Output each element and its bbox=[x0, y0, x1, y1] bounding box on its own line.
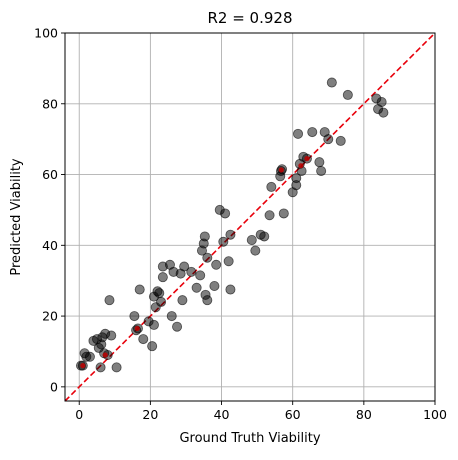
y-tick-label: 80 bbox=[42, 96, 58, 111]
data-point bbox=[376, 97, 387, 108]
grid-lines bbox=[65, 33, 435, 401]
data-point bbox=[157, 272, 168, 283]
data-point bbox=[106, 330, 117, 341]
data-point bbox=[148, 319, 159, 330]
data-point bbox=[134, 284, 145, 295]
data-point bbox=[104, 295, 115, 306]
data-point bbox=[250, 245, 261, 256]
data-point bbox=[264, 210, 275, 221]
data-point-overlap bbox=[102, 352, 108, 358]
data-point bbox=[95, 362, 106, 373]
data-point-overlap bbox=[134, 325, 140, 332]
data-point bbox=[378, 107, 389, 118]
data-point bbox=[266, 181, 277, 192]
data-point bbox=[223, 256, 234, 267]
y-tick-label: 0 bbox=[50, 379, 58, 394]
data-point bbox=[154, 288, 165, 299]
data-point bbox=[179, 261, 190, 272]
data-point bbox=[211, 259, 222, 270]
data-point bbox=[111, 362, 122, 373]
y-tick-label: 20 bbox=[42, 309, 58, 324]
data-point-overlap bbox=[80, 363, 86, 369]
data-point bbox=[202, 295, 213, 306]
x-tick-label: 60 bbox=[285, 407, 301, 422]
data-point bbox=[293, 128, 304, 139]
data-point bbox=[326, 77, 337, 88]
data-point bbox=[220, 208, 231, 219]
data-point bbox=[166, 311, 177, 322]
y-tick-label: 60 bbox=[42, 167, 58, 182]
data-point bbox=[209, 280, 220, 291]
data-point bbox=[278, 208, 289, 219]
data-point bbox=[177, 295, 188, 306]
data-point bbox=[246, 234, 257, 245]
reference-line bbox=[64, 32, 436, 402]
data-point bbox=[172, 321, 183, 332]
data-point bbox=[186, 266, 197, 277]
data-point bbox=[291, 173, 302, 184]
data-point bbox=[342, 89, 353, 100]
x-tick-label: 20 bbox=[142, 407, 158, 422]
data-point bbox=[316, 165, 327, 176]
data-point bbox=[323, 134, 334, 145]
data-point bbox=[195, 270, 206, 281]
data-point bbox=[199, 231, 210, 242]
data-point bbox=[314, 157, 325, 168]
data-point bbox=[259, 231, 270, 242]
data-point bbox=[156, 296, 167, 307]
x-tick-label: 0 bbox=[75, 407, 83, 422]
data-point bbox=[225, 229, 236, 240]
reference-line-layer bbox=[64, 32, 436, 402]
data-point-overlap bbox=[298, 163, 304, 169]
data-point bbox=[225, 284, 236, 295]
x-axis-label: Ground Truth Viability bbox=[179, 431, 320, 446]
data-point bbox=[84, 351, 95, 362]
data-point bbox=[202, 252, 213, 263]
data-point bbox=[218, 236, 229, 247]
data-points bbox=[76, 77, 389, 373]
data-point-overlap bbox=[304, 156, 310, 162]
x-ticks: 0 20 40 60 80 100 bbox=[75, 401, 447, 422]
y-ticks: 0 20 40 60 80 100 bbox=[34, 26, 65, 394]
x-tick-label: 100 bbox=[423, 407, 447, 422]
y-tick-label: 100 bbox=[34, 26, 58, 41]
x-tick-label: 80 bbox=[356, 407, 372, 422]
data-point bbox=[147, 341, 158, 352]
data-point bbox=[129, 311, 140, 322]
y-axis-label: Predicted Viability bbox=[9, 158, 24, 276]
y-tick-label: 40 bbox=[42, 238, 58, 253]
data-point bbox=[138, 334, 149, 345]
data-point bbox=[307, 127, 318, 138]
data-point bbox=[335, 135, 346, 146]
data-point bbox=[191, 282, 202, 293]
plot-frame bbox=[64, 32, 436, 402]
data-point-overlap bbox=[278, 167, 284, 173]
chart-title: R2 = 0.928 bbox=[207, 9, 292, 27]
x-tick-label: 40 bbox=[214, 407, 230, 422]
